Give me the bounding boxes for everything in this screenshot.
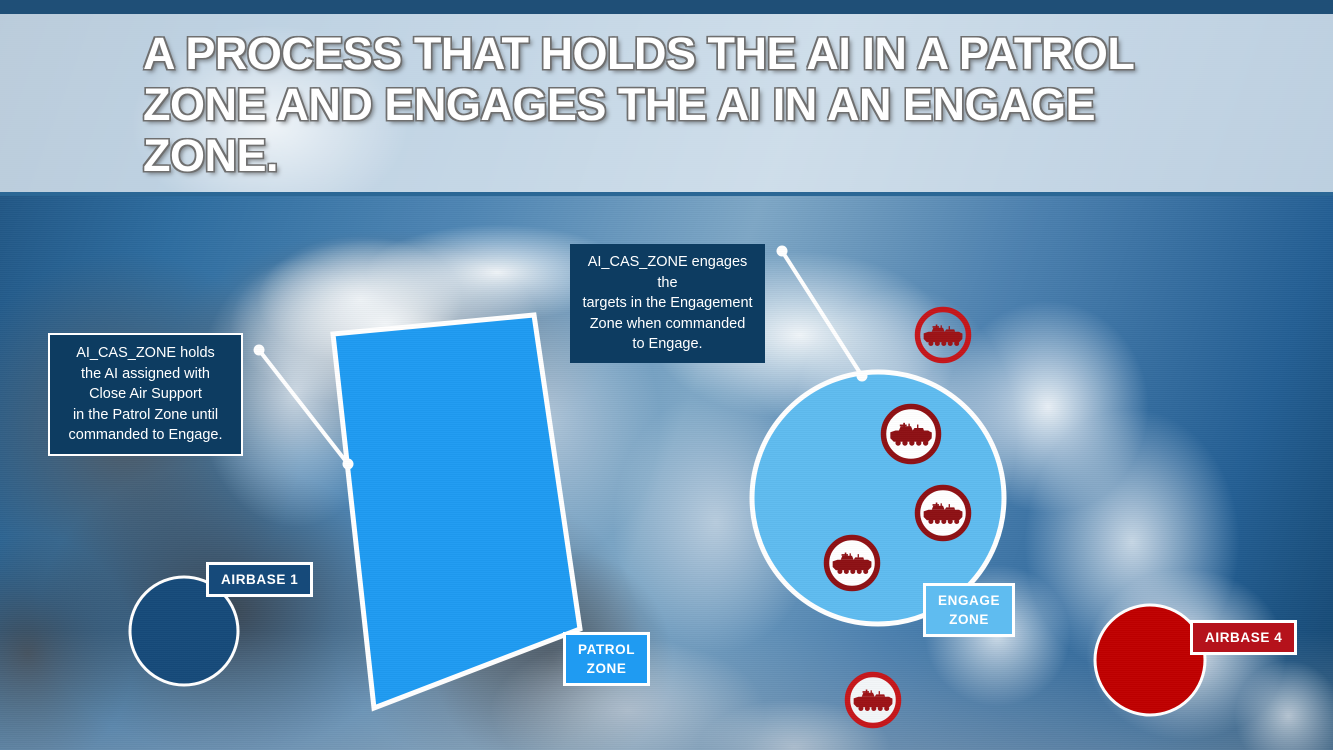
callout-line: AI_CAS_ZONE holds xyxy=(76,345,215,361)
engage-zone-label-line1: ENGAGE xyxy=(938,593,1001,608)
patrol-zone-shape[interactable] xyxy=(330,312,583,712)
target-marker-1[interactable] xyxy=(914,306,972,364)
callout-line: Close Air Support xyxy=(89,386,202,402)
target-marker-5[interactable] xyxy=(844,671,902,729)
callout-line: commanded to Engage. xyxy=(68,427,223,443)
airbase1-shape[interactable] xyxy=(128,575,240,687)
header-cloud-texture xyxy=(60,14,480,192)
callout-line: to Engage. xyxy=(632,336,703,352)
callout-line: the AI assigned with xyxy=(81,365,210,382)
patrol-zone-label-line1: PATROL xyxy=(578,642,636,657)
engage-zone-label[interactable]: ENGAGE ZONE xyxy=(923,583,1016,637)
callout-line: Zone when commanded xyxy=(589,315,746,332)
callout-line: in the Patrol Zone until xyxy=(72,406,219,423)
target-marker-2[interactable] xyxy=(880,403,942,465)
patrol-hold-callout: AI_CAS_ZONE holds the AI assigned with C… xyxy=(48,333,243,456)
engage-callout: AI_CAS_ZONE engages the targets in the E… xyxy=(570,244,765,363)
target-marker-4[interactable] xyxy=(823,534,881,592)
airbase4-label-text: AIRBASE 4 xyxy=(1205,630,1283,645)
top-accent-bar xyxy=(0,0,1333,14)
airbase1-label[interactable]: AIRBASE 1 xyxy=(206,562,314,597)
airbase1-label-text: AIRBASE 1 xyxy=(221,572,299,587)
page-title: A PROCESS THAT HOLDS THE AI IN A PATROL … xyxy=(143,28,1134,181)
target-marker-3[interactable] xyxy=(914,484,972,542)
engage-zone-label-line2: ZONE xyxy=(949,612,989,627)
engage-leader-line xyxy=(776,245,868,382)
title-band xyxy=(0,14,1333,196)
airbase4-label[interactable]: AIRBASE 4 xyxy=(1190,620,1298,655)
patrol-zone-label[interactable]: PATROL ZONE xyxy=(563,632,651,686)
callout-line: AI_CAS_ZONE engages the xyxy=(587,254,748,291)
callout-line: targets in the Engagement xyxy=(582,295,753,311)
patrol-leader-line xyxy=(253,344,354,470)
airbase4-shape[interactable] xyxy=(1093,603,1207,717)
patrol-zone-label-line2: ZONE xyxy=(586,661,627,676)
